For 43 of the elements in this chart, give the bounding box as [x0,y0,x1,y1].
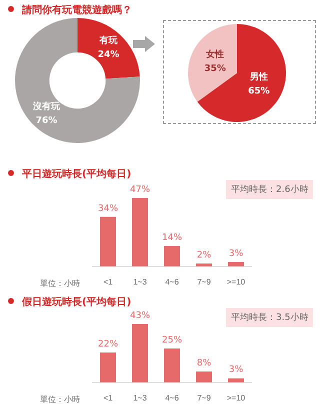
data-label: 65% [248,86,270,96]
x-tick-label: 1~3 [133,393,148,402]
x-tick-label: 1~3 [133,277,148,286]
chart-title: 假日遊玩時長(平均每日) [22,296,132,309]
slice-label: 有玩 [98,34,119,46]
bar [164,246,180,266]
x-tick-label: 7~9 [197,393,212,402]
slice-label: 沒有玩 [32,100,61,112]
text: 平均時長：3.5小時 [226,308,314,327]
data-label: 2% [196,250,212,260]
data-label: 25% [162,335,182,346]
x-tick-label: 4~6 [165,277,180,286]
bar [132,198,148,266]
bar [228,262,244,266]
chart-title: 請問你有玩電競遊戲嗎？ [22,4,132,17]
data-label: 22% [98,339,118,350]
data-label: 3% [228,365,244,376]
slice-label: 男性 [248,71,268,82]
x-tick-label: >=10 [226,393,246,402]
data-label: 34% [98,204,118,214]
text: 平均時長：2.6小時 [226,180,314,199]
bar [132,324,148,382]
data-label: 35% [204,64,226,74]
bar [164,348,180,382]
bar [100,352,116,382]
data-label: 43% [130,310,150,321]
x-tick-label: >=10 [226,277,246,286]
x-tick-label: <1 [103,277,114,286]
x-tick-label: 4~6 [165,393,180,402]
data-label: 47% [130,184,150,195]
bar [100,216,116,266]
data-label: 24% [98,50,120,60]
x-tick-label: <1 [103,393,114,402]
data-label: 76% [36,116,58,126]
x-tick-label: 7~9 [197,277,212,286]
data-label: 8% [196,358,212,368]
x-axis-title: 單位：小時 [40,278,80,289]
chart-title: 平日遊玩時長(平均每日) [22,168,132,181]
bar [196,372,212,382]
data-label: 14% [162,232,182,243]
data-label: 3% [228,248,244,259]
slice-label: 女性 [205,49,224,60]
x-axis-title: 單位：小時 [40,394,80,405]
